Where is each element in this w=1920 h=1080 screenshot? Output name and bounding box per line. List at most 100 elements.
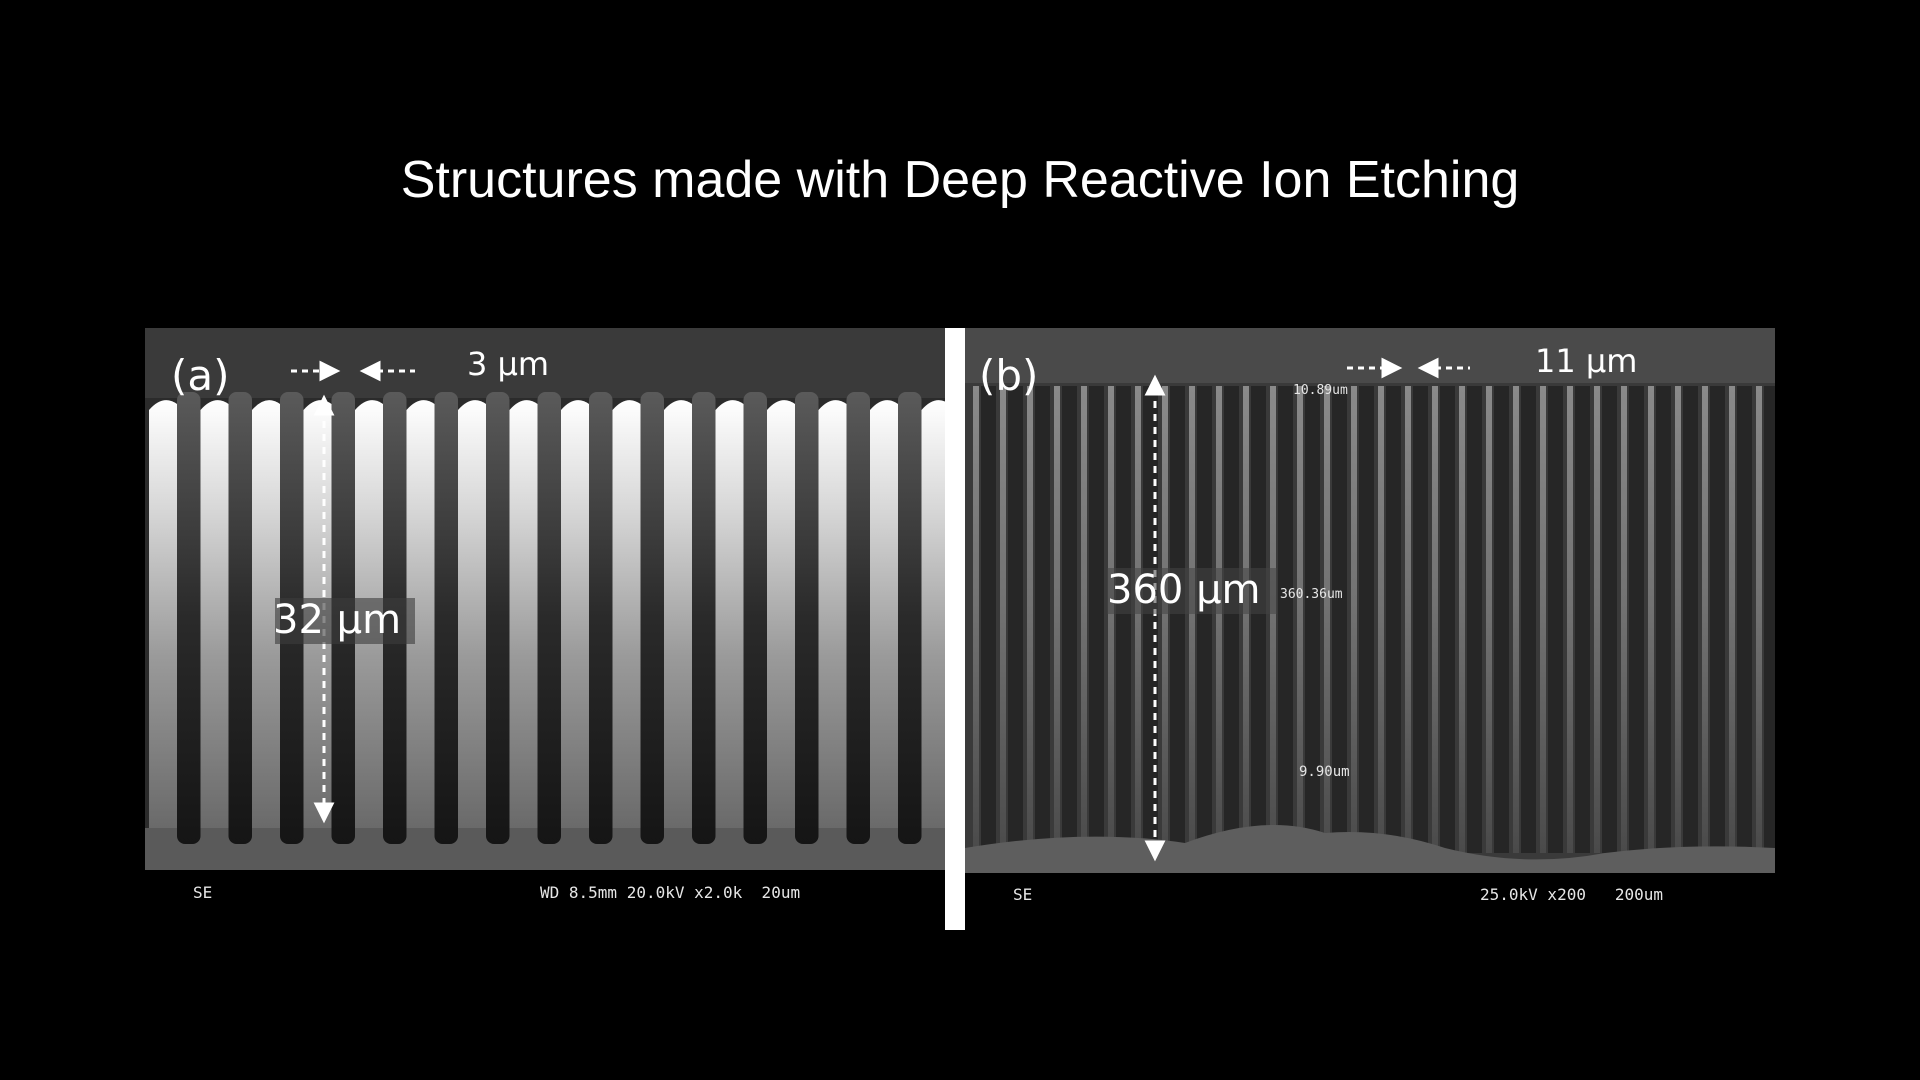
trench-wall — [1054, 386, 1060, 853]
measure-top-b: 10.89um — [1293, 383, 1348, 398]
slide-title: Structures made with Deep Reactive Ion E… — [400, 151, 1520, 209]
trench — [1386, 386, 1401, 853]
depth-annotation-b: 360 µm — [1107, 567, 1260, 613]
trench-wall — [973, 386, 979, 853]
sem-image-b: (b) 11 µm 10.89um 360 µm 360.36um 9.90um… — [965, 328, 1775, 930]
trench — [434, 392, 458, 844]
trench-wall — [1702, 386, 1708, 853]
trench — [1683, 386, 1698, 853]
trench — [228, 392, 252, 844]
measure-bottom-b: 9.90um — [1299, 764, 1350, 780]
panel-label-a: (a) — [171, 351, 230, 400]
trench-wall — [1243, 386, 1249, 853]
trench-wall — [1594, 386, 1600, 853]
fin — [509, 400, 538, 828]
gap-annotation-b: 11 µm — [1535, 342, 1637, 380]
trench-wall — [1621, 386, 1627, 853]
trench — [1548, 386, 1563, 853]
trench — [1305, 386, 1320, 853]
depth-label-bg-a — [275, 598, 415, 644]
panel-label-b: (b) — [979, 351, 1038, 400]
sem-micrograph-b: (b) 11 µm 10.89um 360 µm 360.36um 9.90um… — [965, 328, 1775, 904]
measure-depth-b: 360.36um — [1280, 587, 1343, 602]
trench — [1224, 386, 1239, 853]
trench — [1251, 386, 1266, 853]
trench — [1143, 386, 1158, 853]
fin — [200, 400, 229, 828]
trench — [1737, 386, 1752, 853]
fin — [406, 400, 435, 828]
trench-wall — [1459, 386, 1465, 853]
trench-wall — [1540, 386, 1546, 853]
fin — [458, 400, 486, 828]
trench — [1008, 386, 1023, 853]
trench — [898, 392, 922, 844]
depth-label-bg-b — [1107, 568, 1277, 614]
trench — [846, 392, 870, 844]
trench — [981, 386, 996, 853]
trench-wall — [1108, 386, 1114, 853]
fin — [561, 400, 589, 828]
trench — [1359, 386, 1374, 853]
trench-wall — [1729, 386, 1735, 853]
trench-wall — [1486, 386, 1492, 853]
fin — [612, 400, 641, 828]
trench — [1089, 386, 1104, 853]
sem-micrograph-a: (a) 3 µm 32 µm SE WD 8.5mm 20.0kV x2.0k … — [145, 328, 945, 902]
trench — [486, 392, 510, 844]
depth-arrow-b — [1144, 374, 1166, 862]
fin — [767, 400, 795, 828]
sem-image-a: (a) 3 µm 32 µm SE WD 8.5mm 20.0kV x2.0k … — [145, 328, 945, 930]
trench — [1440, 386, 1455, 853]
trench — [1575, 386, 1590, 853]
fin — [149, 400, 177, 828]
trench — [1062, 386, 1077, 853]
trench — [1521, 386, 1536, 853]
trench-wall — [1405, 386, 1411, 853]
footer-left-b: SE — [1013, 885, 1032, 904]
trench — [1197, 386, 1212, 853]
footer-right-b: 25.0kV x200 200um — [1480, 885, 1663, 904]
trench-wall — [1135, 386, 1141, 853]
sem-top-band-a — [145, 328, 945, 398]
trench-wall — [1000, 386, 1006, 853]
trench-wall — [1189, 386, 1195, 853]
trench — [1035, 386, 1050, 853]
trench-wall — [1432, 386, 1438, 853]
trench — [177, 392, 201, 844]
trench — [1494, 386, 1509, 853]
trench-wall — [1378, 386, 1384, 853]
fin — [921, 400, 945, 828]
trench — [1467, 386, 1482, 853]
trench — [692, 392, 716, 844]
trench-wall — [1162, 386, 1168, 853]
trench-wall — [1297, 386, 1303, 853]
trench-wall — [1081, 386, 1087, 853]
substrate-b — [965, 825, 1775, 873]
trench — [1710, 386, 1725, 853]
trench — [1413, 386, 1428, 853]
trench — [1116, 386, 1131, 853]
trench — [1170, 386, 1185, 853]
trench-wall — [1324, 386, 1330, 853]
gap-annotation-a: 3 µm — [467, 345, 549, 383]
trench — [1332, 386, 1347, 853]
trench — [743, 392, 767, 844]
trench-wall — [1270, 386, 1276, 853]
trench-wall — [1648, 386, 1654, 853]
fin — [818, 400, 847, 828]
gap-arrows-a — [291, 360, 415, 382]
fin — [870, 400, 898, 828]
fin — [252, 400, 280, 828]
gap-arrows-b — [1347, 357, 1470, 379]
trench — [537, 392, 561, 844]
trench-wall — [1216, 386, 1222, 853]
trench — [1602, 386, 1617, 853]
fin — [715, 400, 744, 828]
trenches-group-b — [973, 386, 1775, 853]
fins-group-a — [149, 392, 945, 844]
trench — [1629, 386, 1644, 853]
footer-right-a: WD 8.5mm 20.0kV x2.0k 20um — [540, 883, 800, 902]
trench — [1278, 386, 1293, 853]
trench — [589, 392, 613, 844]
